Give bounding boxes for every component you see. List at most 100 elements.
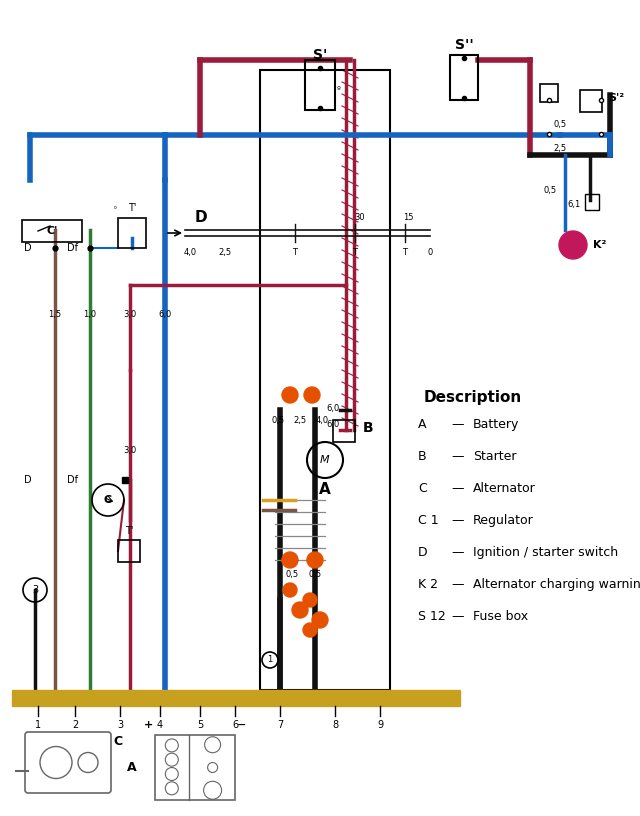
Text: Description: Description bbox=[424, 390, 522, 405]
Bar bbox=[580, 90, 602, 112]
Text: 1,0: 1,0 bbox=[83, 311, 97, 320]
Bar bbox=[585, 194, 599, 210]
Text: Ignition / starter switch: Ignition / starter switch bbox=[473, 546, 618, 559]
Text: C: C bbox=[113, 735, 122, 748]
Text: 1: 1 bbox=[268, 655, 273, 664]
Bar bbox=[540, 84, 558, 102]
Text: 6,0: 6,0 bbox=[158, 311, 172, 320]
Text: A: A bbox=[127, 761, 137, 774]
Text: Alternator charging warning light: Alternator charging warning light bbox=[473, 578, 640, 591]
Text: T': T' bbox=[128, 203, 136, 213]
Text: 1: 1 bbox=[35, 720, 41, 730]
Text: K 2: K 2 bbox=[418, 578, 438, 591]
Text: 0,5: 0,5 bbox=[271, 415, 285, 424]
Text: D: D bbox=[418, 546, 428, 559]
Text: A: A bbox=[319, 482, 331, 498]
Circle shape bbox=[283, 583, 297, 597]
Text: T: T bbox=[353, 248, 358, 257]
Text: Df: Df bbox=[67, 475, 77, 485]
Text: 6: 6 bbox=[232, 720, 238, 730]
Text: C: C bbox=[418, 482, 427, 495]
Text: S': S' bbox=[313, 48, 327, 62]
Text: +: + bbox=[144, 720, 153, 730]
Text: —: — bbox=[452, 578, 464, 591]
Text: 2: 2 bbox=[72, 720, 78, 730]
Text: B: B bbox=[418, 450, 427, 463]
Text: 0,5: 0,5 bbox=[285, 570, 299, 579]
Text: C 1: C 1 bbox=[418, 514, 438, 527]
Text: 4,0: 4,0 bbox=[184, 248, 196, 257]
Text: D: D bbox=[24, 475, 32, 485]
Text: 1,5: 1,5 bbox=[49, 311, 61, 320]
Text: T: T bbox=[403, 248, 408, 257]
Text: —: — bbox=[452, 482, 464, 495]
Text: 3,0: 3,0 bbox=[124, 446, 136, 455]
Circle shape bbox=[312, 612, 328, 628]
Bar bbox=[118, 540, 140, 562]
Text: D: D bbox=[24, 243, 32, 253]
Text: C: C bbox=[104, 495, 112, 505]
Text: 0,5: 0,5 bbox=[554, 121, 566, 130]
Circle shape bbox=[307, 552, 323, 568]
Text: Regulator: Regulator bbox=[473, 514, 534, 527]
Text: 2,5: 2,5 bbox=[554, 144, 566, 153]
Text: Alternator: Alternator bbox=[473, 482, 536, 495]
Text: 8: 8 bbox=[332, 720, 338, 730]
Text: 0,5: 0,5 bbox=[544, 185, 557, 194]
Bar bbox=[155, 735, 235, 800]
Text: D: D bbox=[195, 211, 207, 225]
Text: 3: 3 bbox=[32, 585, 38, 595]
Text: T: T bbox=[292, 248, 298, 257]
Text: —: — bbox=[452, 418, 464, 431]
Text: 7: 7 bbox=[277, 720, 283, 730]
Text: 2,5: 2,5 bbox=[218, 248, 232, 257]
Text: —: — bbox=[452, 450, 464, 463]
Text: S 12: S 12 bbox=[418, 610, 445, 623]
Text: 6,1: 6,1 bbox=[567, 201, 580, 210]
Bar bbox=[22, 220, 82, 242]
Text: 0,5: 0,5 bbox=[308, 570, 321, 579]
Text: 3,0: 3,0 bbox=[124, 311, 136, 320]
Text: 6,0: 6,0 bbox=[327, 420, 340, 429]
Text: C': C' bbox=[46, 226, 58, 236]
Text: º: º bbox=[337, 86, 341, 95]
Bar bbox=[118, 218, 146, 248]
Text: ⁰: ⁰ bbox=[113, 207, 116, 213]
Text: Df: Df bbox=[67, 243, 77, 253]
Circle shape bbox=[282, 552, 298, 568]
Text: S'': S'' bbox=[454, 38, 474, 52]
Text: Fuse box: Fuse box bbox=[473, 610, 528, 623]
Bar bbox=[305, 60, 335, 110]
Bar bbox=[260, 70, 390, 690]
Text: 9: 9 bbox=[377, 720, 383, 730]
Circle shape bbox=[292, 602, 308, 618]
Text: T': T' bbox=[125, 526, 133, 536]
Text: 4: 4 bbox=[157, 720, 163, 730]
Circle shape bbox=[304, 387, 320, 403]
Text: A: A bbox=[418, 418, 426, 431]
Text: 5: 5 bbox=[197, 720, 203, 730]
Text: S'²: S'² bbox=[608, 93, 624, 103]
Text: 6,0: 6,0 bbox=[327, 403, 340, 413]
Bar bbox=[333, 420, 355, 442]
Text: 30: 30 bbox=[355, 214, 365, 223]
Circle shape bbox=[303, 623, 317, 637]
Bar bbox=[450, 55, 478, 100]
Text: 0: 0 bbox=[428, 248, 433, 257]
Text: B: B bbox=[363, 421, 374, 435]
Text: Starter: Starter bbox=[473, 450, 516, 463]
Text: K²: K² bbox=[593, 240, 606, 250]
Circle shape bbox=[303, 593, 317, 607]
Bar bbox=[12, 690, 460, 706]
Text: —: — bbox=[452, 546, 464, 559]
Text: 2,5: 2,5 bbox=[293, 415, 307, 424]
Text: Battery: Battery bbox=[473, 418, 520, 431]
Circle shape bbox=[282, 387, 298, 403]
Text: −: − bbox=[237, 720, 246, 730]
Text: 4,0: 4,0 bbox=[316, 415, 328, 424]
Text: —: — bbox=[452, 514, 464, 527]
Circle shape bbox=[559, 231, 587, 259]
Text: 15: 15 bbox=[403, 214, 413, 223]
Text: —: — bbox=[452, 610, 464, 623]
Text: 3: 3 bbox=[117, 720, 123, 730]
